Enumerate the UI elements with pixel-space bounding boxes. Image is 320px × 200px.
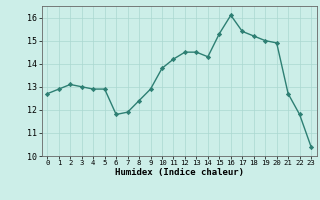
X-axis label: Humidex (Indice chaleur): Humidex (Indice chaleur) bbox=[115, 168, 244, 177]
